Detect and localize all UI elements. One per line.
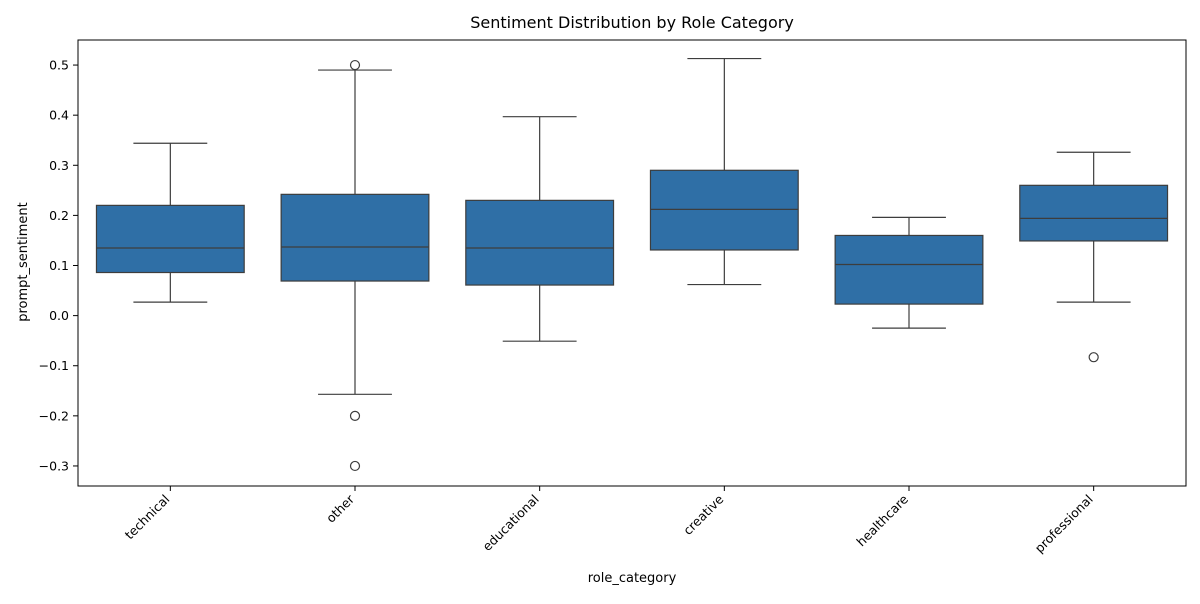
x-tick-label: technical [122,492,173,543]
plot-area: −0.3 −0.2 −0.1 0.0 0.1 0.2 0.3 0.4 0.5 technical o… [39,39,1187,556]
outlier-point-other [349,410,361,421]
y-tick-label: −0.2 [39,408,69,423]
y-tick-label: 0.0 [49,308,69,323]
box-professional [1019,184,1169,242]
outlier-point-other [349,59,361,71]
y-tick-label: 0.1 [49,258,69,273]
y-axis-label: prompt_sentiment [16,202,31,322]
box-educational [465,199,615,286]
plot-frame [77,39,1187,487]
y-tick-label: 0.3 [49,158,69,173]
box-other [280,193,430,282]
chart-title: Sentiment Distribution by Role Category [470,13,794,32]
y-tick-label: −0.1 [39,358,69,373]
box-technical [95,204,245,274]
outlier-point-professional [1088,352,1099,363]
outlier-point-other [349,460,361,472]
box-healthcare [834,234,984,305]
y-tick-label: 0.4 [49,108,69,123]
y-tick-label: −0.3 [39,458,69,473]
x-tick-label: professional [1032,492,1096,556]
x-tick-label: healthcare [853,491,911,549]
y-tick-label: 0.2 [49,208,69,223]
box-creative [649,169,799,251]
y-tick-label: 0.5 [49,58,69,73]
x-axis-label: role_category [588,571,677,586]
x-tick-label: other [323,491,358,526]
x-tick-label: creative [680,491,727,538]
x-tick-label: educational [479,492,541,554]
